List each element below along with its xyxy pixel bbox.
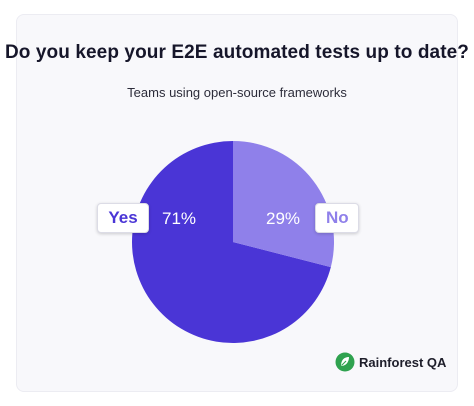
chart-subtitle: Teams using open-source frameworks [127,85,347,100]
legend-yes: Yes [97,203,149,233]
pie-slice-no [233,141,334,268]
pie-slice-yes [131,141,331,343]
brand-logo: Rainforest QA [335,352,446,372]
chart-title: Do you keep your E2E automated tests up … [4,42,470,63]
brand-name: Rainforest QA [359,354,447,370]
legend-no: No [315,203,359,233]
leaf-logo-icon [335,352,355,372]
data-label-yes: 71% [162,209,196,228]
data-label-no: 29% [266,209,300,228]
